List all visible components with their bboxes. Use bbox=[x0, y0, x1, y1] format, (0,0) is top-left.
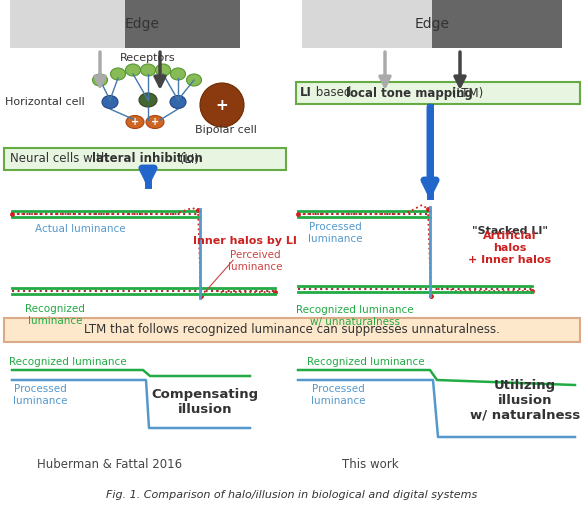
Ellipse shape bbox=[126, 115, 144, 129]
Text: Edge: Edge bbox=[415, 17, 450, 31]
Text: (LI): (LI) bbox=[176, 152, 199, 166]
FancyBboxPatch shape bbox=[4, 318, 580, 342]
Text: (LTM): (LTM) bbox=[448, 86, 483, 100]
Bar bbox=[125, 0, 240, 48]
Text: Fig. 1. Comparison of halo/illusion in biological and digital systems: Fig. 1. Comparison of halo/illusion in b… bbox=[106, 490, 478, 500]
Text: Recognized luminance: Recognized luminance bbox=[307, 357, 425, 367]
Text: Compensating
illusion: Compensating illusion bbox=[151, 388, 259, 416]
Text: This work: This work bbox=[342, 459, 398, 471]
Bar bbox=[432, 0, 562, 48]
Ellipse shape bbox=[141, 64, 155, 76]
Text: Inner halos by LI: Inner halos by LI bbox=[193, 236, 297, 246]
Text: Recognized
luminance: Recognized luminance bbox=[25, 304, 85, 326]
Text: Receptors: Receptors bbox=[120, 53, 176, 63]
FancyBboxPatch shape bbox=[4, 148, 286, 170]
Text: Perceived
luminance: Perceived luminance bbox=[228, 250, 282, 272]
Text: +: + bbox=[131, 117, 139, 127]
Ellipse shape bbox=[126, 64, 141, 76]
Ellipse shape bbox=[171, 68, 186, 80]
Bar bbox=[10, 0, 125, 48]
Text: "Stacked LI": "Stacked LI" bbox=[472, 226, 548, 236]
Text: Processed
luminance: Processed luminance bbox=[311, 384, 365, 406]
Text: +: + bbox=[215, 98, 228, 112]
Text: LTM that follows recognized luminance can suppresses unnaturalness.: LTM that follows recognized luminance ca… bbox=[84, 324, 500, 336]
Text: Processed
luminance: Processed luminance bbox=[13, 384, 67, 406]
Text: Neural cells with: Neural cells with bbox=[10, 152, 112, 166]
Text: local tone mapping: local tone mapping bbox=[346, 86, 473, 100]
Text: based: based bbox=[312, 86, 355, 100]
Ellipse shape bbox=[170, 96, 186, 109]
Ellipse shape bbox=[110, 68, 126, 80]
Text: +: + bbox=[151, 117, 159, 127]
Circle shape bbox=[200, 83, 244, 127]
Text: Utilizing
illusion
w/ naturalness: Utilizing illusion w/ naturalness bbox=[470, 378, 580, 422]
Text: Recognized luminance: Recognized luminance bbox=[9, 357, 127, 367]
Text: Huberman & Fattal 2016: Huberman & Fattal 2016 bbox=[37, 459, 183, 471]
Text: Artificial
halos
+ Inner halos: Artificial halos + Inner halos bbox=[468, 232, 551, 265]
Ellipse shape bbox=[146, 115, 164, 129]
FancyBboxPatch shape bbox=[296, 82, 580, 104]
Ellipse shape bbox=[139, 93, 157, 107]
Ellipse shape bbox=[102, 96, 118, 109]
Text: Actual luminance: Actual luminance bbox=[34, 224, 126, 234]
Text: Processed
luminance: Processed luminance bbox=[308, 222, 362, 244]
Text: lateral inhibition: lateral inhibition bbox=[92, 152, 203, 166]
Text: LI: LI bbox=[300, 86, 312, 100]
Ellipse shape bbox=[92, 74, 107, 86]
Text: Bipolar cell: Bipolar cell bbox=[195, 125, 257, 135]
Text: Recognized luminance
w/ unnaturalness: Recognized luminance w/ unnaturalness bbox=[296, 305, 414, 327]
Text: Edge: Edge bbox=[124, 17, 159, 31]
Bar bbox=[302, 0, 432, 48]
Ellipse shape bbox=[155, 64, 171, 76]
Text: Horizontal cell: Horizontal cell bbox=[5, 97, 85, 107]
Ellipse shape bbox=[186, 74, 201, 86]
